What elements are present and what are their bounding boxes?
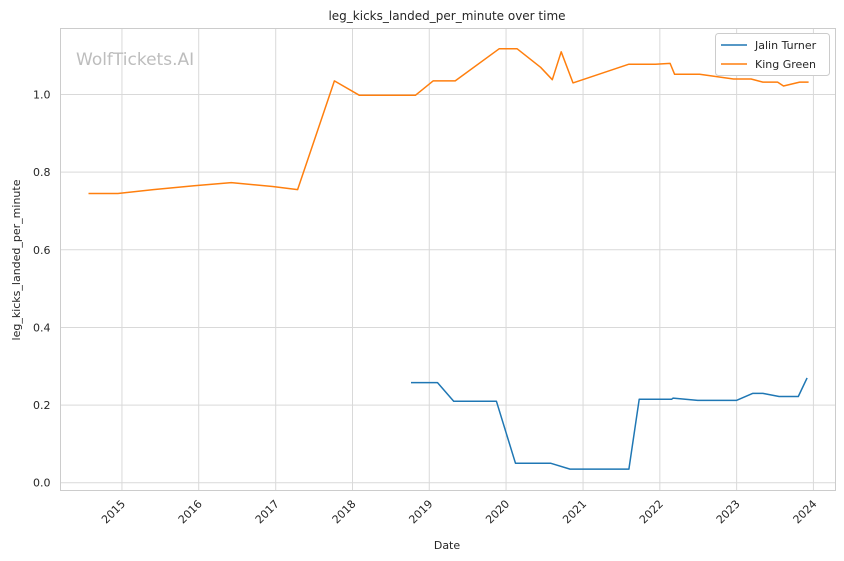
x-tick-label: 2017 — [253, 497, 282, 526]
x-axis-title: Date — [434, 539, 461, 552]
x-tick-label: 2018 — [330, 497, 359, 526]
y-axis-title: leg_kicks_landed_per_minute — [10, 179, 23, 340]
y-tick-label: 0.2 — [33, 399, 51, 412]
x-tick-label: 2023 — [714, 497, 743, 526]
x-tick-label: 2016 — [176, 497, 205, 526]
x-tick-label: 2020 — [483, 497, 512, 526]
y-tick-label: 1.0 — [33, 89, 51, 102]
plot-frame — [60, 28, 836, 491]
legend-box — [715, 33, 830, 76]
legend-label-jalin-turner: Jalin Turner — [754, 39, 817, 52]
y-tick-label: 0.6 — [33, 244, 51, 257]
x-tick-label: 2019 — [406, 497, 435, 526]
y-tick-label: 0.0 — [33, 477, 51, 490]
series-line-jalin-turner — [411, 377, 808, 470]
x-tick-label: 2021 — [560, 497, 589, 526]
y-tick-label: 0.4 — [33, 321, 51, 334]
series-layer — [88, 47, 809, 470]
legend-label-king-green: King Green — [755, 58, 816, 71]
x-tick-label: 2024 — [791, 497, 820, 526]
y-tick-label: 0.8 — [33, 166, 51, 179]
x-tick-label: 2022 — [637, 497, 666, 526]
tick-labels: 0.0 0.2 0.4 0.6 0.8 1.0 2015 2016 2017 2018 2019 20… — [33, 89, 820, 527]
watermark-text: WolfTickets.AI — [76, 50, 194, 70]
grid — [60, 28, 836, 491]
series-line-king-green — [88, 47, 809, 195]
legend: Jalin Turner King Green — [715, 33, 830, 76]
chart-title: leg_kicks_landed_per_minute over time — [328, 9, 565, 23]
x-tick-label: 2015 — [99, 497, 128, 526]
